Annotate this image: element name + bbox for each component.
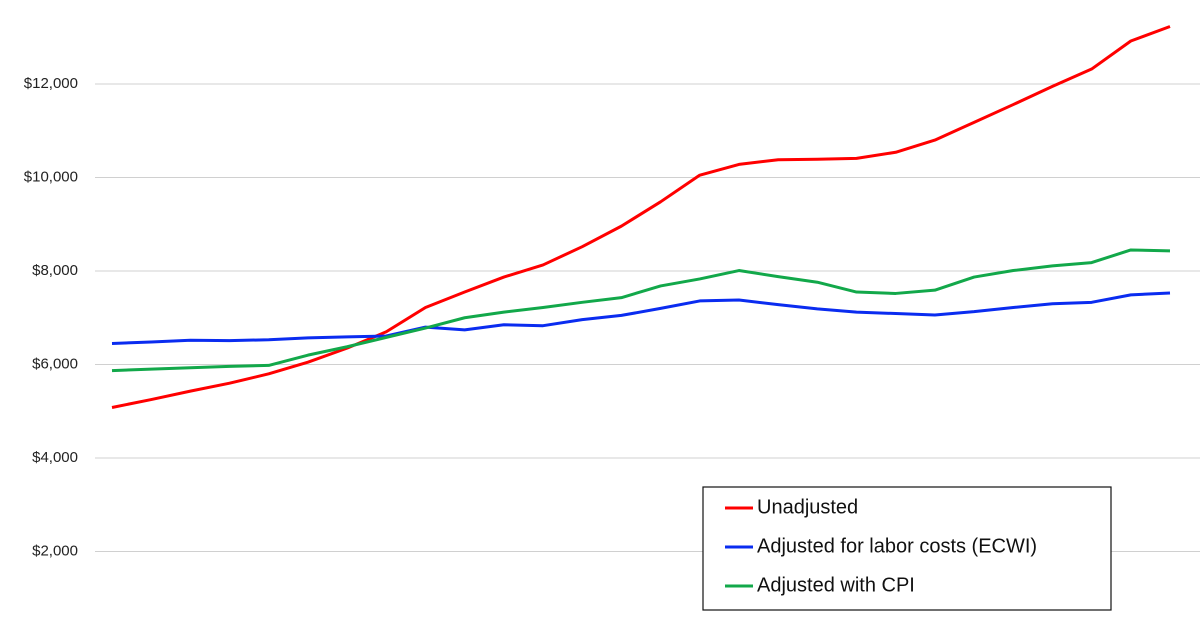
legend-label: Unadjusted	[757, 496, 858, 518]
y-tick-label: $10,000	[24, 168, 78, 185]
legend-label: Adjusted with CPI	[757, 574, 915, 596]
series-line	[111, 25, 1171, 409]
y-tick-label: $6,000	[32, 355, 78, 372]
y-tick-label: $2,000	[32, 542, 78, 559]
y-tick-label: $12,000	[24, 75, 78, 92]
legend: Unadjusted Adjusted for labor costs (ECWI…	[702, 486, 1112, 611]
legend-label: Adjusted for labor costs (ECWI)	[757, 535, 1037, 557]
y-tick-label: $4,000	[32, 449, 78, 466]
legend-box	[702, 486, 1112, 611]
series-line	[111, 248, 1171, 373]
series-line	[111, 291, 1171, 345]
y-tick-label: $8,000	[32, 262, 78, 279]
